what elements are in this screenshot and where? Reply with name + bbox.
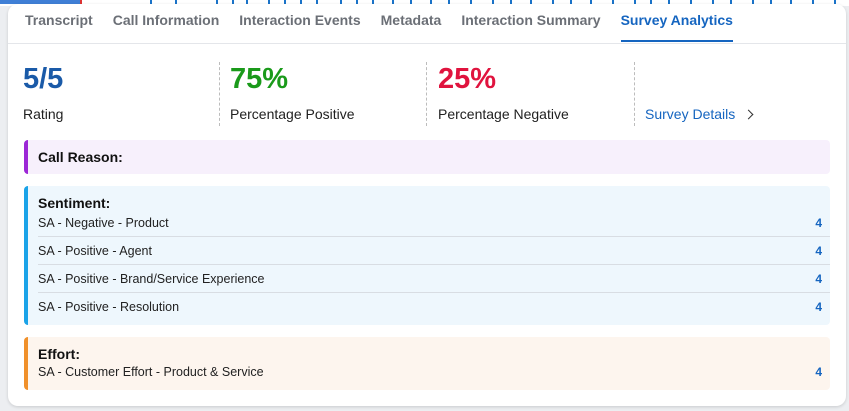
effort-section: Effort: SA - Customer Effort - Product &… bbox=[24, 337, 830, 390]
chevron-right-icon bbox=[743, 109, 754, 119]
timeline-tick bbox=[246, 0, 248, 5]
timeline-tick bbox=[790, 0, 792, 5]
timeline-tick bbox=[668, 0, 670, 5]
timeline-tick bbox=[812, 0, 814, 5]
timeline-tick bbox=[770, 0, 772, 5]
rating-value: 5/5 bbox=[23, 63, 64, 95]
row-label: SA - Positive - Brand/Service Experience bbox=[38, 271, 265, 286]
stat-divider bbox=[219, 62, 220, 126]
timeline-tick bbox=[316, 0, 318, 5]
timeline-tick bbox=[175, 0, 177, 5]
tab-survey-analytics[interactable]: Survey Analytics bbox=[620, 4, 733, 42]
timeline-tick bbox=[834, 0, 836, 5]
list-item: SA - Positive - Agent 4 bbox=[38, 237, 830, 265]
timeline-tick bbox=[730, 0, 732, 5]
timeline-tick bbox=[150, 0, 152, 5]
timeline-tick bbox=[448, 0, 450, 5]
effort-title: Effort: bbox=[38, 346, 80, 362]
timeline-tick bbox=[650, 0, 652, 5]
timeline-tick bbox=[634, 0, 636, 5]
call-reason-title: Call Reason: bbox=[38, 149, 123, 165]
timeline-tick bbox=[570, 0, 572, 5]
tab-call-information[interactable]: Call Information bbox=[112, 12, 220, 28]
survey-details-link[interactable]: Survey Details bbox=[645, 106, 754, 122]
tab-interaction-summary[interactable]: Interaction Summary bbox=[461, 12, 601, 28]
row-label: SA - Negative - Product bbox=[38, 215, 169, 230]
row-count[interactable]: 4 bbox=[815, 365, 822, 379]
sentiment-section: Sentiment: SA - Negative - Product 4 SA … bbox=[24, 186, 830, 325]
call-reason-section: Call Reason: bbox=[24, 140, 830, 174]
timeline-tick bbox=[712, 0, 714, 5]
row-count[interactable]: 4 bbox=[815, 243, 822, 258]
timeline-tick bbox=[372, 0, 374, 5]
tab-bar: Transcript Call Information Interaction … bbox=[8, 4, 846, 44]
negative-label: Percentage Negative bbox=[438, 106, 569, 122]
timeline-progress-bar bbox=[0, 0, 80, 4]
timeline-tick bbox=[612, 0, 614, 5]
tab-transcript[interactable]: Transcript bbox=[25, 12, 93, 28]
stat-divider bbox=[426, 62, 427, 126]
list-item: SA - Negative - Product 4 bbox=[38, 209, 830, 237]
positive-label: Percentage Positive bbox=[230, 106, 355, 122]
timeline-tick bbox=[410, 0, 412, 5]
timeline-tick bbox=[300, 0, 302, 5]
timeline-tick bbox=[430, 0, 432, 5]
list-item: SA - Positive - Resolution 4 bbox=[38, 293, 830, 321]
timeline-tick bbox=[356, 0, 358, 5]
timeline-tick bbox=[268, 0, 270, 5]
positive-value: 75% bbox=[230, 63, 289, 95]
timeline-tick bbox=[470, 0, 472, 5]
sentiment-title: Sentiment: bbox=[38, 195, 111, 211]
timeline-tick bbox=[530, 0, 532, 5]
row-label: SA - Positive - Resolution bbox=[38, 300, 180, 314]
timeline-tick bbox=[232, 0, 234, 5]
timeline-tick bbox=[284, 0, 286, 5]
timeline-marker bbox=[80, 0, 82, 5]
negative-value: 25% bbox=[438, 63, 497, 95]
list-item: SA - Customer Effort - Product & Service… bbox=[38, 358, 830, 386]
timeline-tick bbox=[340, 0, 342, 5]
tab-metadata[interactable]: Metadata bbox=[380, 12, 442, 28]
row-label: SA - Positive - Agent bbox=[38, 243, 152, 258]
list-item: SA - Positive - Brand/Service Experience… bbox=[38, 265, 830, 293]
timeline-tick bbox=[216, 0, 218, 5]
tab-interaction-events[interactable]: Interaction Events bbox=[239, 12, 361, 28]
timeline-tick bbox=[392, 0, 394, 5]
timeline-tick bbox=[510, 0, 512, 5]
timeline-tick bbox=[752, 0, 754, 5]
rating-stat: 5/5 Rating bbox=[23, 62, 63, 126]
survey-details-label: Survey Details bbox=[645, 106, 736, 122]
timeline-tick bbox=[492, 0, 494, 5]
rating-label: Rating bbox=[23, 106, 64, 122]
row-count[interactable]: 4 bbox=[815, 215, 822, 230]
row-count[interactable]: 4 bbox=[815, 300, 822, 314]
timeline-tick bbox=[590, 0, 592, 5]
stat-divider bbox=[634, 62, 635, 126]
timeline-strip bbox=[0, 0, 849, 6]
timeline-tick bbox=[690, 0, 692, 5]
timeline-tick bbox=[552, 0, 554, 5]
row-label: SA - Customer Effort - Product & Service bbox=[38, 365, 264, 379]
positive-stat: 75% Percentage Positive bbox=[230, 62, 355, 126]
analytics-card: Transcript Call Information Interaction … bbox=[8, 4, 846, 406]
row-count[interactable]: 4 bbox=[815, 271, 822, 286]
negative-stat: 25% Percentage Negative bbox=[438, 62, 569, 126]
stats-row: 5/5 Rating 75% Percentage Positive 25% P… bbox=[8, 62, 846, 126]
